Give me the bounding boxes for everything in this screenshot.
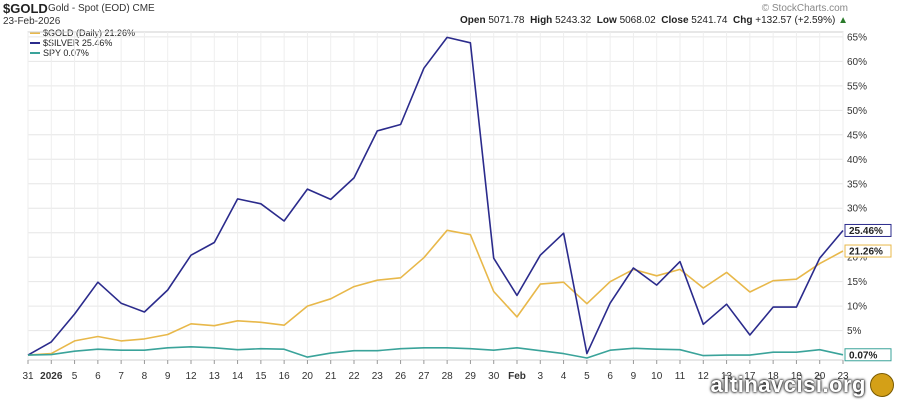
x-tick-label: 16 bbox=[279, 371, 291, 382]
x-tick-label: 6 bbox=[95, 371, 101, 382]
x-tick-label: 9 bbox=[165, 371, 171, 382]
x-tick-label: 14 bbox=[232, 371, 244, 382]
end-label-box bbox=[844, 244, 892, 258]
legend-item-silver: $SILVER 25.46% bbox=[30, 38, 135, 48]
chart-header: $GOLD Gold - Spot (EOD) CME 23-Feb-2026 … bbox=[0, 0, 900, 30]
x-tick-label: 27 bbox=[418, 371, 430, 382]
end-value-label: 0.07% bbox=[849, 350, 877, 361]
chart-date: 23-Feb-2026 bbox=[3, 16, 61, 27]
chart-legend: $GOLD (Daily) 21.26% $SILVER 25.46% SPY … bbox=[30, 28, 135, 58]
x-tick-label: 4 bbox=[561, 371, 567, 382]
y-tick-label: 65% bbox=[847, 32, 867, 43]
y-tick-label: 5% bbox=[847, 326, 862, 337]
x-tick-label: 5 bbox=[584, 371, 590, 382]
end-value-label: 25.46% bbox=[849, 226, 883, 237]
x-tick-label: 28 bbox=[442, 371, 454, 382]
x-tick-label: 26 bbox=[395, 371, 407, 382]
x-tick-label: Feb bbox=[508, 371, 526, 382]
x-tick-label: 20 bbox=[302, 371, 314, 382]
series-line--gold-daily- bbox=[27, 229, 844, 356]
symbol-name: Gold - Spot (EOD) CME bbox=[48, 3, 155, 14]
symbol-title: $GOLD bbox=[3, 1, 48, 16]
y-tick-label: 50% bbox=[847, 106, 867, 117]
x-tick-label: 23 bbox=[837, 371, 849, 382]
legend-item-gold: $GOLD (Daily) 21.26% bbox=[30, 28, 135, 38]
x-tick-label: 7 bbox=[118, 371, 124, 382]
x-tick-label: 22 bbox=[348, 371, 360, 382]
x-tick-label: 9 bbox=[631, 371, 637, 382]
end-label-box bbox=[844, 348, 892, 362]
x-tick-label: 30 bbox=[488, 371, 500, 382]
x-tick-label: 23 bbox=[372, 371, 384, 382]
x-tick-label: 15 bbox=[255, 371, 267, 382]
x-tick-label: 10 bbox=[651, 371, 663, 382]
series-line-spy bbox=[27, 345, 844, 359]
x-tick-label: 21 bbox=[325, 371, 337, 382]
series-line--silver bbox=[27, 36, 844, 356]
brand-label[interactable]: © StockCharts.com bbox=[761, 3, 848, 14]
coin-logo-icon bbox=[870, 373, 894, 397]
silver-swatch bbox=[30, 42, 40, 44]
y-tick-label: 55% bbox=[847, 81, 867, 92]
x-tick-label: 12 bbox=[698, 371, 710, 382]
x-tick-label: 31 bbox=[22, 371, 34, 382]
y-tick-label: 45% bbox=[847, 130, 867, 141]
legend-item-spy: SPY 0.07% bbox=[30, 48, 135, 58]
x-tick-label: 3 bbox=[538, 371, 544, 382]
x-tick-label: 13 bbox=[721, 371, 733, 382]
y-tick-label: 30% bbox=[847, 204, 867, 215]
x-tick-label: 19 bbox=[791, 371, 803, 382]
x-tick-label: 11 bbox=[675, 371, 686, 382]
x-tick-label: 13 bbox=[209, 371, 221, 382]
x-tick-label: 20 bbox=[814, 371, 826, 382]
x-tick-label: 18 bbox=[768, 371, 780, 382]
y-tick-label: 10% bbox=[847, 302, 867, 313]
plot-frame bbox=[27, 31, 844, 361]
x-tick-label: 6 bbox=[607, 371, 613, 382]
watermark: altinavcisi.org bbox=[711, 372, 894, 398]
x-tick-label: 8 bbox=[142, 371, 148, 382]
x-tick-label: 2026 bbox=[40, 371, 63, 382]
spy-swatch bbox=[30, 52, 40, 54]
y-tick-label: 60% bbox=[847, 57, 867, 68]
y-tick-label: 40% bbox=[847, 155, 867, 166]
y-tick-label: 35% bbox=[847, 179, 867, 190]
end-value-label: 21.26% bbox=[849, 247, 883, 258]
y-tick-label: 20% bbox=[847, 253, 867, 264]
ohlc-readout: Open 5071.78 High 5243.32 Low 5068.02 Cl… bbox=[460, 15, 848, 26]
y-tick-label: 15% bbox=[847, 277, 867, 288]
x-tick-label: 5 bbox=[72, 371, 78, 382]
x-tick-label: 17 bbox=[744, 371, 756, 382]
up-arrow-icon: ▲ bbox=[838, 15, 848, 26]
gold-swatch bbox=[30, 32, 40, 34]
x-tick-label: 12 bbox=[185, 371, 197, 382]
end-label-box bbox=[844, 223, 892, 237]
x-tick-label: 29 bbox=[465, 371, 477, 382]
